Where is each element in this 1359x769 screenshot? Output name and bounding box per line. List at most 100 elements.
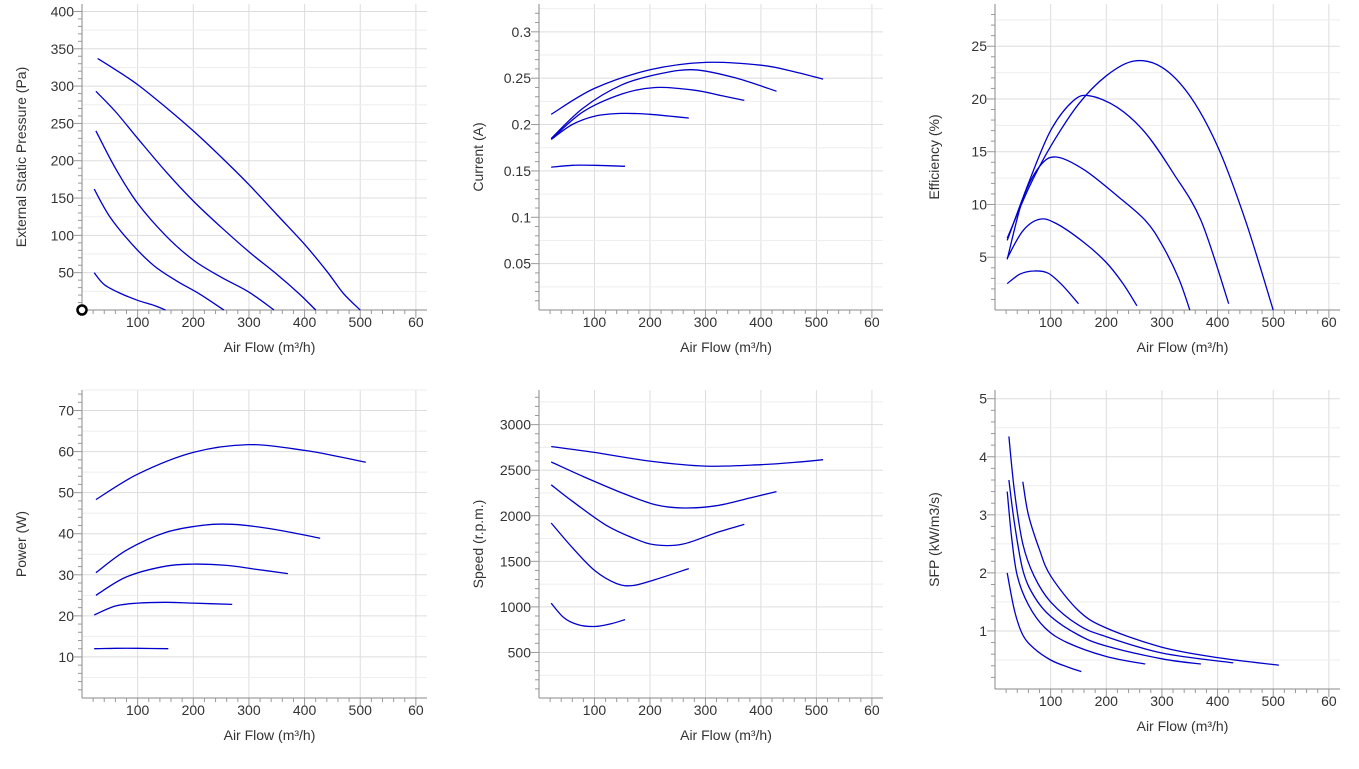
series-line-2 <box>95 90 317 311</box>
series-line-1 <box>1006 59 1274 311</box>
y-tick-label: 3 <box>979 507 987 523</box>
y-tick-label: 150 <box>51 190 75 206</box>
y-tick-label: 0.2 <box>512 117 532 133</box>
y-tick-label: 2 <box>979 565 987 581</box>
y-tick-label: 0.25 <box>504 70 531 86</box>
x-axis-title: Air Flow (m³/h) <box>1137 339 1229 355</box>
series-line-5 <box>1006 270 1079 305</box>
series-line-3 <box>95 130 275 311</box>
y-axis-title: Current (A) <box>470 122 486 191</box>
x-tick-label: 400 <box>749 702 773 718</box>
y-tick-label: 1500 <box>500 553 531 569</box>
x-tick-label: 400 <box>749 314 773 330</box>
x-tick-label: 60 <box>864 702 880 718</box>
x-tick-label: 300 <box>237 702 261 718</box>
y-axis-title: Speed (r.p.m.) <box>470 500 486 589</box>
x-tick-label: 400 <box>1206 693 1230 709</box>
series-line-3 <box>1008 479 1201 665</box>
y-tick-label: 5 <box>979 391 987 407</box>
chart-power: 100 200 300 400 500 60 10 20 30 40 50 60 70 Air Flow … <box>13 389 427 743</box>
y-tick-label: 60 <box>58 444 74 460</box>
x-tick-label: 300 <box>694 314 718 330</box>
y-tick-label: 2500 <box>500 462 531 478</box>
chart-efficiency: 100 200 300 400 500 60 5 10 15 20 25 Air Flow (m³/h… <box>926 4 1340 355</box>
series-line-4 <box>550 112 689 140</box>
y-tick-label: 0.1 <box>512 209 532 225</box>
series-line-2 <box>1008 436 1234 664</box>
series-line-2 <box>1006 94 1230 304</box>
series-line-3 <box>1006 156 1191 311</box>
x-tick-label: 500 <box>805 702 829 718</box>
x-tick-label: 100 <box>583 314 607 330</box>
y-tick-label: 4 <box>979 449 987 465</box>
y-axis-title: SFP (kW/m3/s) <box>926 492 942 587</box>
origin-marker[interactable] <box>76 304 88 316</box>
x-axis-title: Air Flow (m³/h) <box>224 339 316 355</box>
series-line-3 <box>95 563 288 596</box>
x-tick-label: 100 <box>1039 314 1063 330</box>
y-tick-label: 200 <box>51 153 75 169</box>
y-tick-label: 2000 <box>500 508 531 524</box>
y-tick-label: 40 <box>58 526 74 542</box>
y-axis-title: External Static Pressure (Pa) <box>13 67 29 248</box>
x-tick-label: 60 <box>1321 693 1337 709</box>
y-tick-label: 20 <box>971 91 987 107</box>
y-tick-label: 1 <box>979 623 987 639</box>
x-tick-label: 100 <box>126 314 150 330</box>
series-line-1 <box>551 445 824 467</box>
chart-pressure: 100 200 300 400 500 60 50 100 150 200 250 300 350 400… <box>13 3 427 355</box>
x-tick-label: 300 <box>1150 693 1174 709</box>
x-tick-label: 400 <box>293 314 317 330</box>
y-tick-label: 0.05 <box>504 256 531 272</box>
x-tick-label: 100 <box>126 702 150 718</box>
y-tick-label: 20 <box>58 608 74 624</box>
series-line-5 <box>551 164 626 168</box>
y-tick-label: 250 <box>51 115 75 131</box>
x-tick-label: 500 <box>805 314 829 330</box>
y-tick-label: 50 <box>58 485 74 501</box>
series-line-1 <box>1022 481 1279 666</box>
x-tick-label: 60 <box>408 702 424 718</box>
y-tick-label: 5 <box>979 249 987 265</box>
chart-speed: 100 200 300 400 500 60 500 1000 1500 2000 2500 3000… <box>470 390 883 743</box>
y-tick-label: 100 <box>51 227 75 243</box>
x-tick-label: 200 <box>182 314 206 330</box>
x-tick-label: 60 <box>408 314 424 330</box>
x-tick-label: 500 <box>1262 314 1286 330</box>
x-tick-label: 400 <box>293 702 317 718</box>
series-line-5 <box>1006 572 1082 673</box>
x-axis-title: Air Flow (m³/h) <box>680 339 772 355</box>
series-line-1 <box>97 57 361 311</box>
y-tick-label: 300 <box>51 78 75 94</box>
y-axis-title: Efficiency (%) <box>926 114 942 199</box>
x-tick-label: 300 <box>694 702 718 718</box>
x-tick-label: 200 <box>182 702 206 718</box>
x-tick-label: 100 <box>583 702 607 718</box>
x-tick-label: 500 <box>349 314 373 330</box>
y-tick-label: 500 <box>508 644 532 660</box>
y-tick-label: 3000 <box>500 417 531 433</box>
y-tick-label: 70 <box>58 403 74 419</box>
x-tick-label: 500 <box>349 702 373 718</box>
y-tick-label: 30 <box>58 567 74 583</box>
series-line-4 <box>93 188 225 311</box>
x-tick-label: 60 <box>1321 314 1337 330</box>
chart-sfp: 100 200 300 400 500 60 1 2 3 4 5 Air Flow (m³/h) SFP… <box>926 390 1340 734</box>
series-line-4 <box>1006 491 1146 665</box>
series-line-4 <box>550 522 690 587</box>
y-tick-label: 10 <box>58 649 74 665</box>
x-tick-label: 100 <box>1039 693 1063 709</box>
y-tick-label: 0.3 <box>512 24 532 40</box>
y-tick-label: 350 <box>51 41 75 57</box>
chart-current: 100 200 300 400 500 60 0.05 0.1 0.15 0.2 0.25 0.3 Ai… <box>470 4 883 355</box>
x-axis-title: Air Flow (m³/h) <box>680 727 772 743</box>
y-tick-label: 0.15 <box>504 163 531 179</box>
x-tick-label: 200 <box>1095 693 1119 709</box>
x-tick-label: 60 <box>864 314 880 330</box>
x-tick-label: 200 <box>1095 314 1119 330</box>
series-line-4 <box>93 601 233 616</box>
y-axis-title: Power (W) <box>13 511 29 577</box>
x-tick-label: 300 <box>1150 314 1174 330</box>
y-tick-label: 25 <box>971 38 987 54</box>
